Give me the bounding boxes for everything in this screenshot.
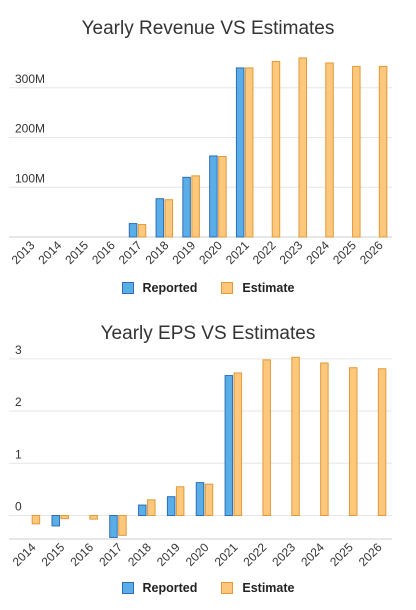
x-tick-label: 2018 [143,238,172,267]
bar-reported-2019[interactable] [182,176,191,238]
bar-estimate-2025[interactable] [352,65,361,238]
legend-swatch-reported [121,582,134,594]
x-tick-label: 2020 [196,238,225,267]
x-tick-label: 2024 [303,238,332,267]
x-tick-label: 2023 [269,540,298,569]
x-tick-label: 2022 [250,238,279,267]
y-tick-label: 200M [15,122,45,136]
x-tick-label: 2016 [67,540,96,569]
y-tick-label: 1 [15,447,22,461]
bar-reported-2019[interactable] [166,496,176,516]
bar-reported-2015[interactable] [51,515,61,527]
legend-item-estimate[interactable]: Estimate [221,581,294,595]
bar-estimate-2023[interactable] [298,57,307,238]
bar-estimate-2019[interactable] [175,486,185,516]
bar-estimate-2018[interactable] [147,499,156,516]
revenue-chart-svg: 100M 200M 300M 2013201420152016201720182019… [9,57,392,267]
x-tick-label: 2025 [327,540,356,569]
y-tick-label: 0 [15,500,22,514]
x-tick-label: 2023 [277,238,306,267]
x-tick-label: 2017 [96,540,125,569]
x-tick-label: 2026 [356,540,385,569]
chart-title: Yearly Revenue VS Estimates [81,18,335,39]
bar-estimate-2022[interactable] [262,359,271,516]
bar-estimate-2026[interactable] [378,65,388,238]
bar-estimate-2018[interactable] [164,199,174,238]
x-tick-label: 2021 [212,540,241,569]
bar-reported-2020[interactable] [195,482,205,517]
bar-reported-2021[interactable] [235,67,245,238]
x-tick-label: 2021 [223,238,252,267]
bar-reported-2021[interactable] [224,375,234,516]
bar-estimate-2025[interactable] [348,367,358,517]
x-tick-label: 2018 [125,540,154,569]
x-tick-label: 2016 [89,238,118,267]
bar-estimate-2015[interactable] [60,515,70,520]
y-tick-label: 300M [15,72,45,86]
legend: Reported Estimate [0,581,416,595]
y-tick-label: 3 [15,343,22,357]
bar-estimate-2023[interactable] [291,356,300,517]
legend-label-reported: Reported [142,581,198,595]
revenue-chart-panel: Yearly Revenue VS Estimates 100M 200M 300M… [0,18,416,295]
legend: Reported Estimate [0,281,416,295]
bar-estimate-2024[interactable] [320,362,329,517]
x-tick-label: 2022 [241,540,270,569]
x-tick-label: 2013 [9,238,38,267]
x-tick-label: 2014 [36,238,65,267]
legend-item-estimate[interactable]: Estimate [221,281,294,295]
bar-reported-2017[interactable] [128,223,138,238]
bar-reported-2020[interactable] [209,155,218,238]
eps-chart-svg: 0 1 2 3 2014 2015 2016 2017 2018 2019 2020 2021 2022… [9,343,392,569]
legend-swatch-estimate [221,582,234,594]
bar-estimate-2017[interactable] [137,224,147,238]
bar-estimate-2024[interactable] [325,62,334,238]
legend-label-estimate: Estimate [242,581,295,595]
bar-estimate-2020[interactable] [218,155,227,238]
bar-reported-2018[interactable] [138,504,147,517]
chart-title: Yearly EPS VS Estimates [100,323,316,344]
bar-estimate-2019[interactable] [191,175,200,238]
legend-swatch-estimate [221,282,234,294]
x-tick-label: 2014 [10,540,39,569]
bar-estimate-2017[interactable] [118,515,127,536]
bar-estimate-2020[interactable] [204,483,214,517]
x-tick-label: 2024 [298,540,327,569]
bar-estimate-2021[interactable] [233,372,243,516]
y-tick-label: 2 [15,395,22,409]
x-tick-label: 2015 [62,238,91,267]
legend-label-estimate: Estimate [242,281,295,295]
x-tick-label: 2026 [357,238,386,267]
bar-estimate-2021[interactable] [244,67,254,238]
eps-chart-panel: Yearly EPS VS Estimates 0 1 2 3 2014 2015 2016… [0,305,416,610]
bar-estimate-2026[interactable] [377,368,387,516]
bar-estimate-2022[interactable] [271,60,281,238]
legend-item-reported[interactable]: Reported [121,581,198,595]
bar-reported-2017[interactable] [109,515,118,538]
x-tick-label: 2020 [183,540,212,569]
legend-item-reported[interactable]: Reported [121,281,198,295]
x-tick-label: 2015 [39,540,68,569]
x-tick-label: 2019 [169,238,198,267]
x-tick-label: 2025 [330,238,359,267]
legend-swatch-reported [121,282,134,294]
legend-label-reported: Reported [142,281,198,295]
x-tick-label: 2017 [116,238,145,267]
bar-estimate-2014[interactable] [31,515,41,525]
x-tick-label: 2019 [154,540,183,569]
bar-estimate-2016[interactable] [89,515,98,520]
y-tick-label: 100M [15,171,45,185]
bar-reported-2018[interactable] [155,198,165,238]
